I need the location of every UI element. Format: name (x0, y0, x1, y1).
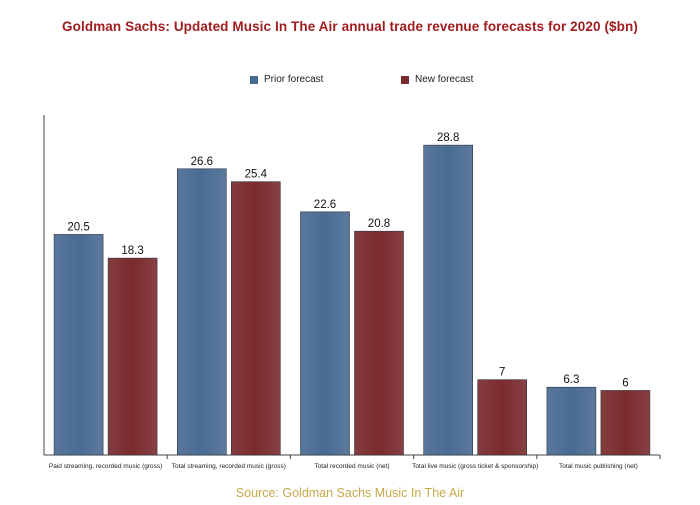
data-label-prior-1: 26.6 (191, 156, 213, 168)
bar-prior-4 (546, 386, 597, 456)
legend-swatch-prior-forecast (250, 75, 258, 84)
bar-prior-0 (53, 234, 104, 456)
x-tick-label-3: Total live music (gross ticket & sponsor… (412, 463, 538, 470)
bar-new-4 (600, 390, 651, 456)
x-tick-label-4: Total music publishing (net) (559, 463, 638, 470)
data-label-new-4: 6 (622, 377, 628, 389)
x-tick-label-0: Paid streaming, recorded music (gross) (49, 463, 162, 470)
bar-prior-2 (300, 211, 350, 456)
data-label-new-3: 7 (499, 367, 505, 379)
x-tick-label-2: Total recorded music (net) (314, 463, 389, 470)
bar-new-2 (354, 230, 404, 456)
data-label-new-1: 25.4 (245, 169, 268, 181)
bar-new-3 (477, 379, 528, 456)
x-tick-label-1: Total streaming, recorded music (gross) (172, 463, 286, 470)
data-label-new-2: 20.8 (368, 218, 390, 230)
bar-new-0 (107, 257, 158, 456)
data-label-new-0: 18.3 (121, 245, 143, 257)
chart-legend: Prior forecast New forecast (0, 74, 700, 88)
legend-item-new-forecast: New forecast (401, 74, 473, 85)
data-label-prior-0: 20.5 (67, 221, 89, 233)
legend-label-new-forecast: New forecast (415, 74, 474, 85)
bar-new-1 (231, 181, 281, 456)
legend-item-prior-forecast: Prior forecast (250, 74, 323, 85)
legend-label-prior-forecast: Prior forecast (264, 74, 324, 85)
source-note: Source: Goldman Sachs Music In The Air (235, 486, 465, 500)
legend-swatch-new-forecast (401, 75, 409, 84)
data-label-prior-2: 22.6 (314, 199, 336, 211)
chart-title: Goldman Sachs: Updated Music In The Air … (62, 19, 638, 34)
bar-prior-1 (177, 168, 227, 456)
bar-prior-3 (423, 144, 474, 456)
data-label-prior-3: 28.8 (437, 132, 459, 144)
data-label-prior-4: 6.3 (563, 374, 579, 386)
